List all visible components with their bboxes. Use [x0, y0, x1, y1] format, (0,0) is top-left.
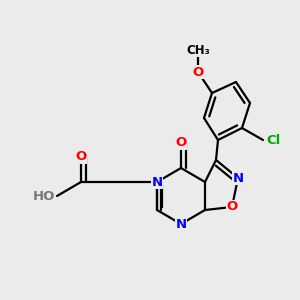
Text: CH₃: CH₃: [186, 44, 210, 56]
Text: N: N: [232, 172, 244, 184]
Text: O: O: [226, 200, 238, 214]
Text: O: O: [192, 65, 204, 79]
Text: O: O: [176, 136, 187, 149]
Text: HO: HO: [33, 190, 55, 202]
Text: N: N: [176, 218, 187, 230]
Text: N: N: [152, 176, 163, 188]
Text: Cl: Cl: [266, 134, 280, 146]
Text: O: O: [75, 151, 87, 164]
